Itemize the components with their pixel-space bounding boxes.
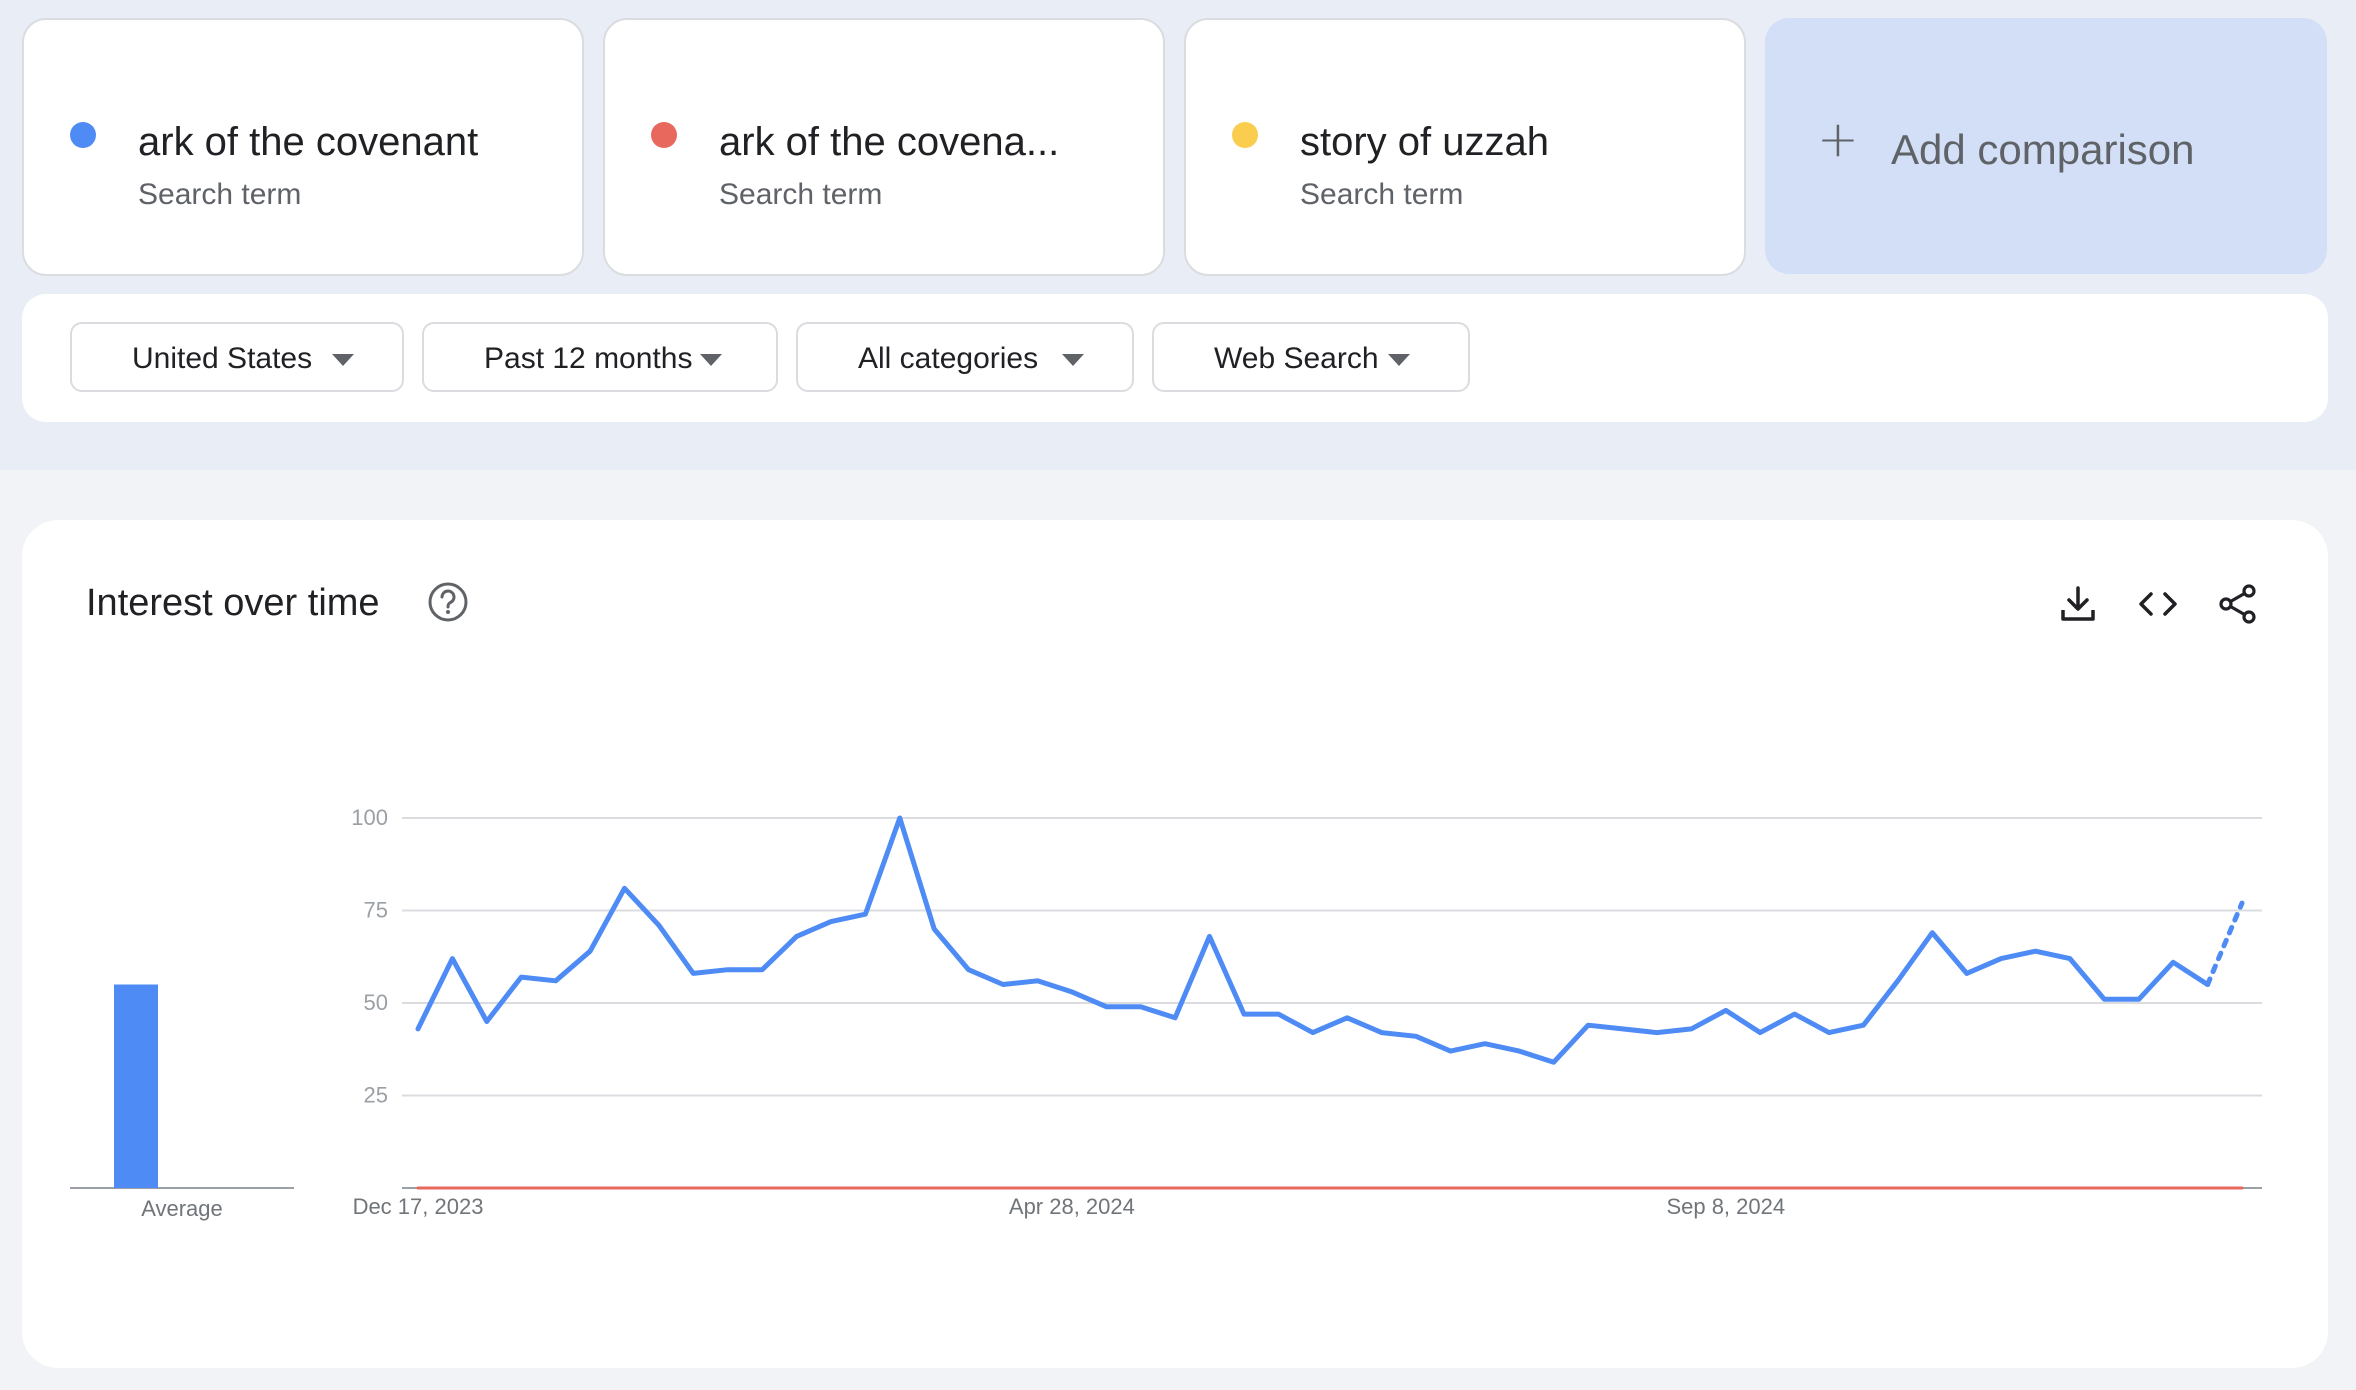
series-line-1 xyxy=(415,815,2211,1065)
search-type-value: Web Search xyxy=(1214,342,1379,375)
term-type: Search term xyxy=(719,178,883,211)
time-range-value: Past 12 months xyxy=(484,342,693,375)
average-label: Average xyxy=(141,1196,223,1221)
x-tick-label: Sep 8, 2024 xyxy=(1666,1194,1785,1219)
term-name: story of uzzah xyxy=(1300,120,1550,164)
share-icon[interactable] xyxy=(2216,582,2260,626)
term-name: ark of the covena... xyxy=(719,120,1060,164)
term-card-3[interactable]: story of uzzah Search term xyxy=(1184,18,1746,276)
term-card-2[interactable]: ark of the covena... Search term xyxy=(603,18,1165,276)
term-color-dot xyxy=(651,122,677,148)
region-dropdown[interactable]: United States xyxy=(70,322,404,392)
add-comparison-label: Add comparison xyxy=(1891,126,2195,173)
term-type: Search term xyxy=(1300,178,1464,211)
term-type: Search term xyxy=(138,178,302,211)
region-value: United States xyxy=(132,342,313,375)
term-color-dot xyxy=(1232,122,1258,148)
category-value: All categories xyxy=(858,342,1039,375)
term-card-1[interactable]: ark of the covenant Search term xyxy=(22,18,584,276)
search-type-dropdown[interactable]: Web Search xyxy=(1152,322,1470,392)
y-tick-label: 25 xyxy=(364,1083,388,1108)
y-tick-label: 100 xyxy=(351,805,388,830)
plus-icon: + xyxy=(1817,110,1859,168)
caret-down-icon xyxy=(700,354,722,366)
x-tick-label: Apr 28, 2024 xyxy=(1009,1194,1135,1219)
embed-icon[interactable] xyxy=(2136,582,2180,626)
series-line-partial xyxy=(2205,900,2245,987)
help-icon[interactable] xyxy=(426,580,470,624)
section-title: Interest over time xyxy=(86,582,380,624)
interest-chart: 100 75 50 25 Dec 17, 2023 Apr 28, 2024 Sep 8, … xyxy=(70,805,2262,1221)
filter-bar: United States Past 12 months All categor… xyxy=(22,294,2328,422)
add-comparison-button[interactable]: + Add comparison xyxy=(1765,18,2327,274)
caret-down-icon xyxy=(1388,354,1410,366)
interest-over-time-card: Interest over time 100 75 50 25 Dec 17, 2023… xyxy=(22,520,2328,1368)
caret-down-icon xyxy=(332,354,354,366)
x-tick-label: Dec 17, 2023 xyxy=(353,1194,484,1219)
download-icon[interactable] xyxy=(2056,582,2100,626)
term-color-dot xyxy=(70,122,96,148)
time-range-dropdown[interactable]: Past 12 months xyxy=(422,322,778,392)
term-name: ark of the covenant xyxy=(138,120,479,164)
y-tick-label: 75 xyxy=(364,898,388,923)
average-bar-1 xyxy=(114,984,158,1188)
category-dropdown[interactable]: All categories xyxy=(796,322,1134,392)
caret-down-icon xyxy=(1062,354,1084,366)
y-tick-label: 50 xyxy=(364,990,388,1015)
